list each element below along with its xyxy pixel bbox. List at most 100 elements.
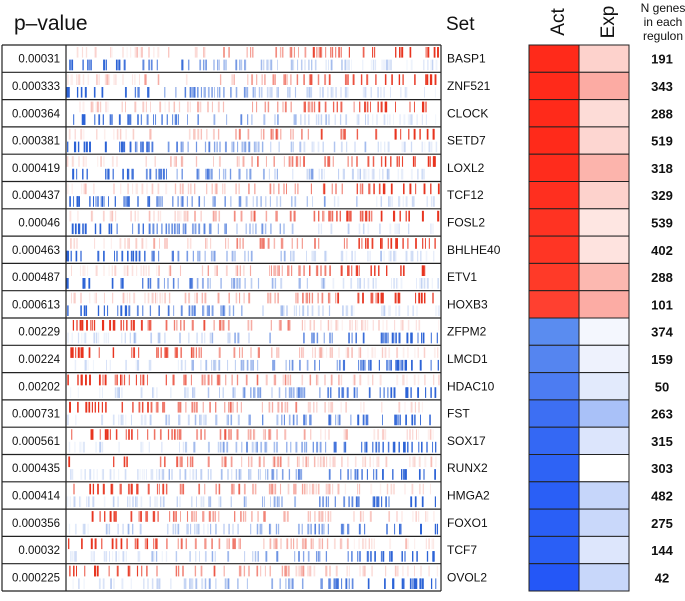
barcode-panel <box>66 483 436 508</box>
pvalue-label: 0.00202 <box>18 381 60 393</box>
exp-cell <box>578 563 630 592</box>
ngenes-label: 343 <box>651 79 673 94</box>
set-label: CLOCK <box>447 106 488 120</box>
pvalue-label: 0.000613 <box>12 299 60 311</box>
barcode-panel <box>68 511 439 535</box>
ngenes-label: 303 <box>651 461 673 476</box>
pvalue-label: 0.000333 <box>12 81 60 93</box>
barcode-panel <box>66 156 436 180</box>
barcode-panel <box>69 47 439 71</box>
chart-row: 0.00202 HDAC10 50 <box>2 372 669 401</box>
pvalue-label: 0.00032 <box>18 545 60 557</box>
barcode-panel <box>66 265 439 289</box>
chart-row: 0.000731 FST 263 <box>2 399 673 428</box>
barcode-panel <box>67 320 440 344</box>
exp-cell <box>578 153 630 182</box>
pvalue-label: 0.00229 <box>18 327 60 339</box>
ngenes-label: 263 <box>651 407 673 422</box>
chart-row: 0.00224 LMCD1 159 <box>2 344 673 374</box>
chart-row: 0.000414 HMGA2 482 <box>2 481 673 510</box>
pvalue-label: 0.000561 <box>12 436 60 448</box>
ngenes-label: 144 <box>651 543 673 558</box>
act-cell <box>528 44 580 73</box>
pvalue-header: p–value <box>14 12 88 35</box>
act-cell <box>528 508 580 537</box>
barcode-panel <box>67 374 440 398</box>
act-cell <box>528 71 580 101</box>
act-cell <box>528 399 580 428</box>
set-label: FST <box>447 407 470 421</box>
ngenes-header-line3: regulon <box>643 29 683 43</box>
exp-cell <box>578 290 630 319</box>
chart-row: 0.000561 SOX17 315 <box>2 426 673 456</box>
barcode-panel <box>66 183 440 207</box>
chart-row: 0.000463 BHLHE40 402 <box>2 235 673 264</box>
chart-row: 0.000487 ETV1 288 <box>2 262 673 292</box>
pvalue-label: 0.00031 <box>18 54 60 66</box>
barcode-panel <box>68 538 435 562</box>
ngenes-label: 275 <box>651 516 673 531</box>
set-label: FOSL2 <box>447 216 485 230</box>
chart-row: 0.00046 FOSL2 539 <box>2 208 673 237</box>
barcode-panel <box>68 456 437 480</box>
chart-row: 0.000419 LOXL2 318 <box>2 153 673 183</box>
act-cell <box>528 426 580 456</box>
chart-row: 0.000356 FOXO1 275 <box>2 508 673 538</box>
ngenes-label: 315 <box>651 434 673 449</box>
ngenes-label: 191 <box>651 52 673 67</box>
act-cell <box>528 99 580 128</box>
exp-cell <box>578 454 630 483</box>
chart-row: 0.00031 BASP1 191 <box>2 44 673 73</box>
chart-row: 0.000381 SETD7 519 <box>2 126 673 155</box>
chart-row: 0.000437 TCF12 329 <box>2 181 673 210</box>
set-label: OVOL2 <box>447 570 487 584</box>
ngenes-header-line2: in each <box>644 15 683 29</box>
pvalue-label: 0.000463 <box>12 245 60 257</box>
pvalue-label: 0.000487 <box>12 272 60 284</box>
ngenes-label: 329 <box>651 188 673 203</box>
pvalue-label: 0.000364 <box>12 108 61 120</box>
table-frame <box>1 44 442 591</box>
set-label: HMGA2 <box>447 488 490 502</box>
set-label: ZNF521 <box>447 79 491 93</box>
exp-cell <box>578 426 630 456</box>
chart-row: 0.00032 TCF7 144 <box>2 535 674 565</box>
pvalue-label: 0.000731 <box>12 409 60 421</box>
pvalue-label: 0.000435 <box>12 463 60 475</box>
act-cell <box>528 126 580 155</box>
barcode-panel <box>70 347 439 371</box>
ngenes-label: 519 <box>651 134 673 149</box>
chart-row: 0.000225 OVOL2 42 <box>2 563 669 592</box>
set-label: LOXL2 <box>447 161 485 175</box>
ngenes-label: 101 <box>651 297 673 312</box>
ngenes-label: 42 <box>655 570 669 585</box>
set-label: BASP1 <box>447 52 486 66</box>
act-cell <box>528 153 580 182</box>
exp-cell <box>578 208 630 237</box>
chart-row: 0.000613 HOXB3 101 <box>2 290 673 319</box>
chart-row: 0.000364 CLOCK 288 <box>2 99 673 128</box>
act-cell <box>528 317 580 346</box>
chart-row: 0.00229 ZFPM2 374 <box>2 317 674 346</box>
set-label: LMCD1 <box>447 352 488 366</box>
set-label: ETV1 <box>447 270 477 284</box>
exp-cell <box>578 44 630 73</box>
ngenes-label: 318 <box>651 161 673 176</box>
act-cell <box>528 372 580 401</box>
barcode-panel <box>67 292 440 316</box>
barcode-panel <box>66 238 436 262</box>
exp-cell <box>578 344 630 374</box>
pvalue-label: 0.000419 <box>12 163 60 175</box>
ngenes-label: 482 <box>651 488 673 503</box>
exp-cell <box>578 235 630 264</box>
exp-cell <box>578 181 630 210</box>
barcode-panel <box>66 401 431 426</box>
pvalue-label: 0.000356 <box>12 518 60 530</box>
act-cell <box>528 262 580 292</box>
barcode-panel <box>69 565 439 589</box>
set-label: HOXB3 <box>447 297 488 311</box>
act-cell <box>528 481 580 510</box>
barcode-panel <box>73 101 437 125</box>
act-header: Act <box>548 8 569 36</box>
chart-row: 0.000435 RUNX2 303 <box>2 454 673 483</box>
